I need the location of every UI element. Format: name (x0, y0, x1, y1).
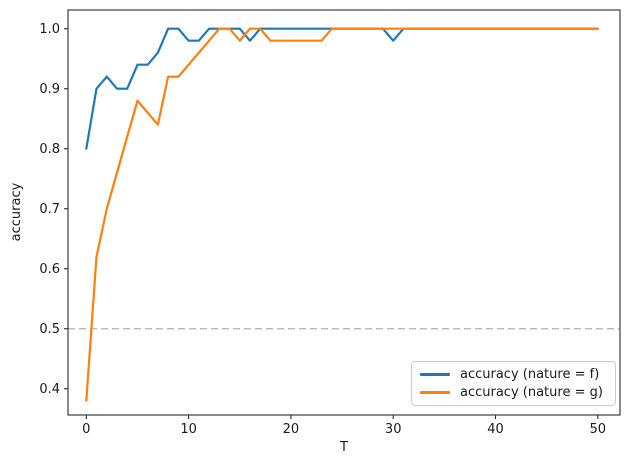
y-tick-label: 0.9 (39, 82, 60, 97)
y-tick-label: 0.7 (39, 202, 60, 217)
legend-swatch-f (420, 373, 450, 376)
x-tick-label: 10 (180, 422, 197, 437)
legend: accuracy (nature = f) accuracy (nature =… (411, 361, 616, 406)
x-tick-label: 40 (487, 422, 504, 437)
x-axis-ticks: 0 10 20 30 40 50 (82, 415, 606, 437)
y-tick-label: 0.5 (39, 322, 60, 337)
legend-swatch-g (420, 391, 450, 394)
axes-spines (67, 9, 621, 416)
legend-label-f: accuracy (nature = f) (460, 367, 600, 382)
y-axis-label: accuracy (9, 182, 24, 241)
x-tick-label: 0 (82, 422, 90, 437)
plot-area (68, 10, 620, 415)
y-tick-label: 0.8 (39, 142, 60, 157)
x-tick-label: 30 (385, 422, 402, 437)
x-tick-label: 50 (590, 422, 607, 437)
y-tick-label: 1.0 (39, 22, 60, 37)
y-tick-label: 0.6 (39, 262, 60, 277)
legend-item-f: accuracy (nature = f) (412, 367, 615, 383)
series-g-line (85, 27, 599, 402)
y-tick-label: 0.4 (39, 382, 60, 397)
x-tick-label: 20 (283, 422, 300, 437)
legend-item-g: accuracy (nature = g) (412, 385, 615, 401)
x-axis-label: T (339, 440, 348, 455)
y-axis-ticks: 0.4 0.5 0.6 0.7 0.8 0.9 1.0 (39, 22, 68, 397)
legend-label-g: accuracy (nature = g) (460, 385, 603, 400)
